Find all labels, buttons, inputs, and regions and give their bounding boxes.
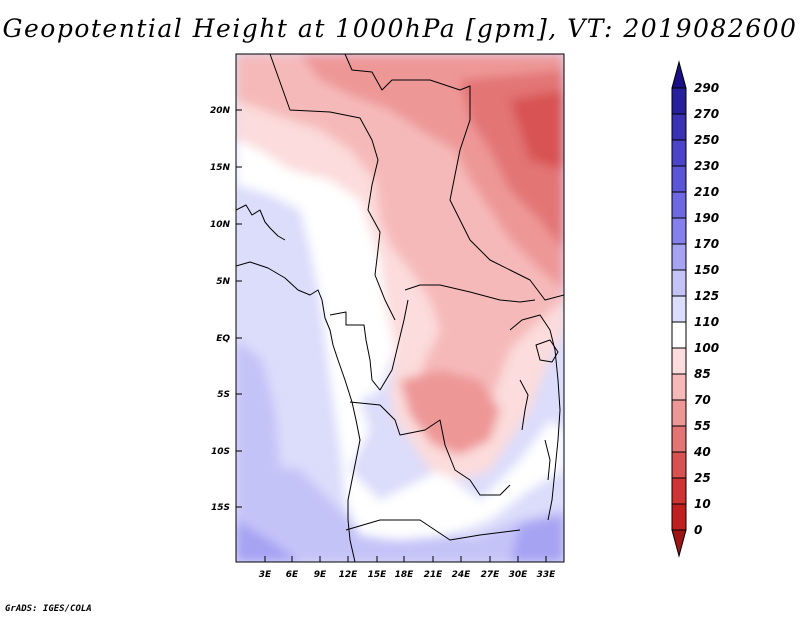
lon-label: 6E	[286, 570, 299, 580]
colorbar-segment	[671, 477, 687, 505]
lat-label: 15S	[211, 503, 230, 513]
borders-sudan	[344, 54, 564, 301]
lat-label: EQ	[216, 334, 230, 344]
colorbar-segment	[671, 373, 687, 401]
border-angola-drc	[349, 401, 511, 496]
lon-label: 30E	[509, 570, 529, 580]
field-red-core	[510, 90, 564, 170]
lake-malawi	[544, 439, 551, 481]
borders-east	[509, 314, 561, 521]
colorbar-label: 210	[694, 185, 719, 199]
colorbar-label: 230	[694, 159, 719, 173]
colorbar-segment	[671, 451, 687, 479]
colorbar-label: 55	[694, 419, 711, 433]
colorbar-label: 100	[694, 341, 719, 355]
lat-label: 15N	[210, 163, 231, 173]
colorbar-segment	[671, 425, 687, 453]
colorbar-top-arrow	[671, 60, 687, 89]
colorbar-label: 250	[694, 133, 719, 147]
colorbar-segment	[671, 269, 687, 297]
latitude-labels: 20N 15N 10N 5N EQ 5S 10S 15S	[210, 106, 231, 513]
colorbar-label: 40	[693, 445, 711, 459]
map-area	[236, 54, 564, 562]
colorbar-label: 0	[694, 523, 702, 537]
field-blue-southeast	[510, 515, 564, 562]
colorbar-segment	[671, 139, 687, 167]
lake-victoria	[535, 339, 559, 363]
longitude-labels: 3E 6E 9E 12E 15E 18E 21E 24E 27E 30E 33E	[259, 570, 556, 580]
colorbar-segment	[671, 347, 687, 375]
field-blue-corner	[236, 520, 300, 562]
borders-north	[236, 54, 396, 321]
colorbar-segment	[671, 87, 687, 115]
border-namibia	[345, 519, 521, 541]
colorbar-label: 125	[694, 289, 719, 303]
colorbar-segment	[671, 113, 687, 141]
chart-title: Geopotential Height at 1000hPa [gpm], VT…	[2, 14, 798, 43]
colorbar-label: 190	[694, 211, 719, 225]
colorbar-label: 10	[694, 497, 711, 511]
grads-credit: GrADS: IGES/COLA	[5, 604, 92, 614]
field-congo-pink	[400, 370, 500, 455]
lat-label: 10S	[211, 447, 230, 457]
lon-label: 21E	[424, 570, 444, 580]
lon-label: 12E	[339, 570, 359, 580]
lat-label: 5S	[217, 390, 230, 400]
colorbar-segment	[671, 191, 687, 219]
colorbar-segment	[671, 295, 687, 323]
field-blue-south	[236, 460, 564, 562]
field-blue-west	[236, 340, 330, 562]
lon-label: 18E	[395, 570, 415, 580]
colorbar: 2902702502302101901701501251101008570554…	[671, 60, 719, 558]
colorbar-label: 85	[694, 367, 711, 381]
lat-label: 10N	[210, 220, 231, 230]
axis-ticks	[236, 109, 547, 562]
lon-label: 9E	[314, 570, 327, 580]
colorbar-label: 110	[694, 315, 719, 329]
atlantic-coastline	[236, 261, 361, 562]
colorbar-label: 150	[694, 263, 719, 277]
border-car-drc	[404, 284, 536, 303]
lon-label: 24E	[452, 570, 472, 580]
west-africa-coast	[236, 204, 286, 241]
borders-congo	[329, 299, 409, 391]
colorbar-segment	[671, 503, 687, 531]
colorbar-label: 270	[694, 107, 719, 121]
colorbar-bottom-arrow	[671, 529, 687, 558]
lat-label: 20N	[210, 106, 231, 116]
colorbar-label: 170	[694, 237, 719, 251]
lake-tanganyika	[519, 379, 529, 431]
colorbar-segment	[671, 243, 687, 271]
colorbar-segment	[671, 399, 687, 427]
map-frame	[235, 53, 565, 563]
lat-label: 5N	[216, 277, 230, 287]
colorbar-segment	[671, 165, 687, 193]
coastlines-borders	[236, 54, 564, 562]
colorbar-label: 70	[694, 393, 711, 407]
lon-label: 27E	[481, 570, 501, 580]
colorbar-segment	[671, 321, 687, 349]
colorbar-segment	[671, 217, 687, 245]
lon-label: 15E	[368, 570, 388, 580]
lon-label: 33E	[537, 570, 557, 580]
lon-label: 3E	[259, 570, 272, 580]
colorbar-label: 25	[694, 471, 711, 485]
colorbar-label: 290	[694, 81, 719, 95]
